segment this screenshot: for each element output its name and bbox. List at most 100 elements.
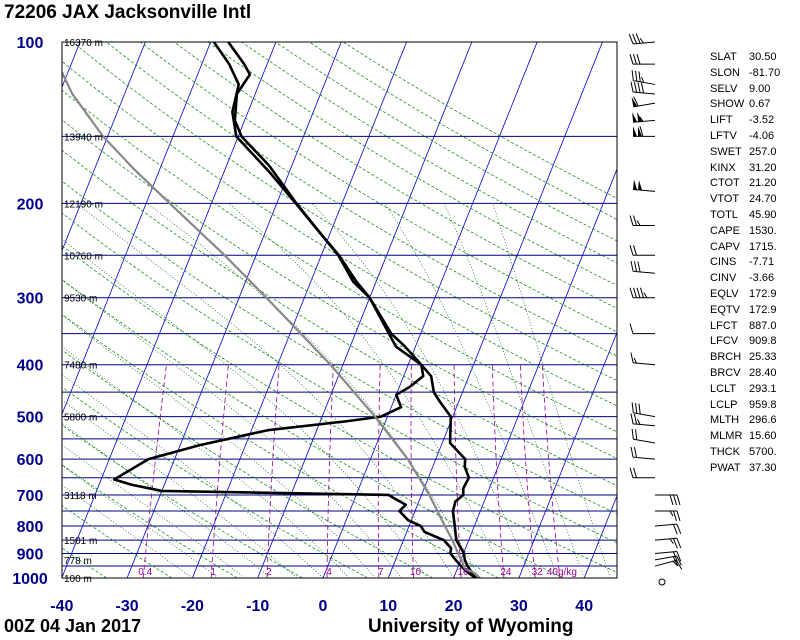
index-value: -81.70 bbox=[749, 66, 781, 79]
temperature-tick-label: -20 bbox=[181, 598, 204, 615]
barb-pennant bbox=[631, 97, 638, 107]
barb-feather bbox=[643, 292, 648, 298]
temperature-tick-label: 20 bbox=[445, 598, 463, 615]
mixing-ratio-label: 10 bbox=[410, 567, 422, 578]
barb-feather bbox=[630, 446, 634, 458]
index-name: SWET bbox=[710, 145, 742, 158]
index-value: 909.8 bbox=[749, 335, 777, 348]
temperature-tick-label: 30 bbox=[510, 598, 528, 615]
mixing-ratio-line bbox=[410, 364, 414, 578]
barb-feather bbox=[673, 510, 677, 522]
dry-adiabat bbox=[62, 180, 617, 515]
wind-barb bbox=[629, 467, 655, 479]
index-name: CTOT bbox=[710, 177, 740, 190]
index-value: 887.0 bbox=[749, 319, 777, 332]
isotherm-line bbox=[62, 42, 146, 252]
wind-barb bbox=[628, 33, 656, 45]
index-name: CINV bbox=[710, 272, 737, 285]
dry-adiabat bbox=[62, 212, 617, 544]
height-label: 10760 m bbox=[64, 251, 103, 262]
barb-feather bbox=[635, 403, 638, 414]
index-row: BRCV 28.40 bbox=[710, 366, 791, 382]
wind-barb bbox=[629, 245, 655, 256]
barb-feather bbox=[641, 76, 645, 83]
index-row: CAPV 1715. bbox=[710, 240, 791, 256]
stability-indices: SLAT 30.50 SLON -81.70 SELV 9.00 SHOW 0.67 LIFT -… bbox=[710, 50, 791, 477]
pressure-tick-label: 600 bbox=[17, 452, 44, 469]
index-row: EQLV 172.9 bbox=[710, 287, 791, 303]
barb-shaft bbox=[633, 438, 656, 444]
wind-barb bbox=[658, 578, 666, 586]
barb-feather bbox=[630, 260, 634, 272]
mixing-ratio-line bbox=[266, 364, 280, 578]
barb-shaft bbox=[633, 102, 656, 108]
barb-feather bbox=[629, 287, 634, 298]
barb-feather bbox=[633, 245, 637, 256]
index-value: 28.40 bbox=[749, 366, 777, 379]
mixing-ratio-line bbox=[453, 364, 462, 578]
barb-feather bbox=[672, 538, 678, 549]
barb-feather bbox=[637, 261, 641, 273]
temperature-tick-label: -30 bbox=[116, 598, 139, 615]
index-value: 25.33 bbox=[749, 351, 777, 364]
dry-adiabat bbox=[62, 313, 499, 578]
index-value: 296.6 bbox=[749, 414, 777, 427]
wind-barb bbox=[629, 323, 655, 335]
mixing-ratio-label: 16 bbox=[458, 567, 470, 578]
index-row: CINV -3.66 bbox=[710, 271, 791, 287]
index-row: LCLT 293.1 bbox=[710, 382, 791, 398]
dry-adiabat bbox=[106, 42, 617, 357]
index-row: LFTV -4.06 bbox=[710, 129, 791, 145]
wind-barb bbox=[630, 413, 656, 427]
index-value: 31.20 bbox=[749, 161, 777, 174]
index-value: 172.9 bbox=[749, 303, 777, 316]
index-name: LFCV bbox=[710, 335, 739, 348]
page-title: 72206 JAX Jacksonville Intl bbox=[4, 2, 252, 23]
barb-feather bbox=[675, 560, 683, 570]
mixing-ratio-label: 2 bbox=[266, 567, 272, 578]
pressure-tick-label: 400 bbox=[17, 358, 44, 375]
temperature-tick-label: -10 bbox=[246, 598, 269, 615]
isotherm-line bbox=[387, 42, 603, 578]
index-value: 172.9 bbox=[749, 287, 777, 300]
barb-feather bbox=[639, 116, 644, 122]
index-name: MLMR bbox=[710, 430, 743, 443]
wind-barb bbox=[632, 111, 656, 123]
wind-barb bbox=[629, 215, 655, 227]
barb-feather bbox=[676, 538, 682, 549]
index-name: BRCH bbox=[710, 351, 742, 364]
wind-barb bbox=[631, 402, 656, 418]
index-name: CAPV bbox=[710, 240, 740, 253]
barb-shaft bbox=[654, 555, 677, 561]
barb-feather bbox=[633, 447, 638, 458]
barb-feather bbox=[639, 126, 644, 137]
barb-feather bbox=[637, 419, 641, 425]
mixing-ratio-line bbox=[142, 364, 167, 578]
barb-feather bbox=[630, 352, 634, 363]
temperature-tick-label: 0 bbox=[319, 598, 328, 615]
dry-adiabat bbox=[62, 89, 617, 433]
index-name: EQTV bbox=[710, 303, 740, 316]
index-name: LFCT bbox=[710, 319, 738, 332]
isotherm-line bbox=[453, 167, 617, 578]
barb-shaft bbox=[633, 41, 656, 45]
pressure-tick-label: 300 bbox=[17, 291, 44, 308]
barb-shaft bbox=[633, 456, 656, 460]
dry-adiabat bbox=[62, 505, 173, 578]
pressure-tick-label: 100 bbox=[17, 35, 44, 52]
dry-adiabat bbox=[62, 245, 617, 573]
index-name: SELV bbox=[710, 82, 738, 95]
pressure-tick-label: 700 bbox=[17, 488, 44, 505]
index-value: -3.52 bbox=[749, 114, 775, 127]
index-value: 21.20 bbox=[749, 177, 777, 190]
barb-shaft bbox=[633, 412, 656, 418]
temperature-tick-label: 10 bbox=[379, 598, 397, 615]
height-label: 9530 m bbox=[64, 294, 97, 305]
wind-barb bbox=[630, 260, 656, 274]
dewpoint-line bbox=[112, 42, 477, 578]
barb-shaft bbox=[654, 537, 677, 541]
moist-adiabat bbox=[492, 203, 611, 578]
height-label: 7480 m bbox=[64, 361, 97, 372]
wind-barb bbox=[631, 96, 656, 108]
height-label: 12190 m bbox=[64, 199, 103, 210]
